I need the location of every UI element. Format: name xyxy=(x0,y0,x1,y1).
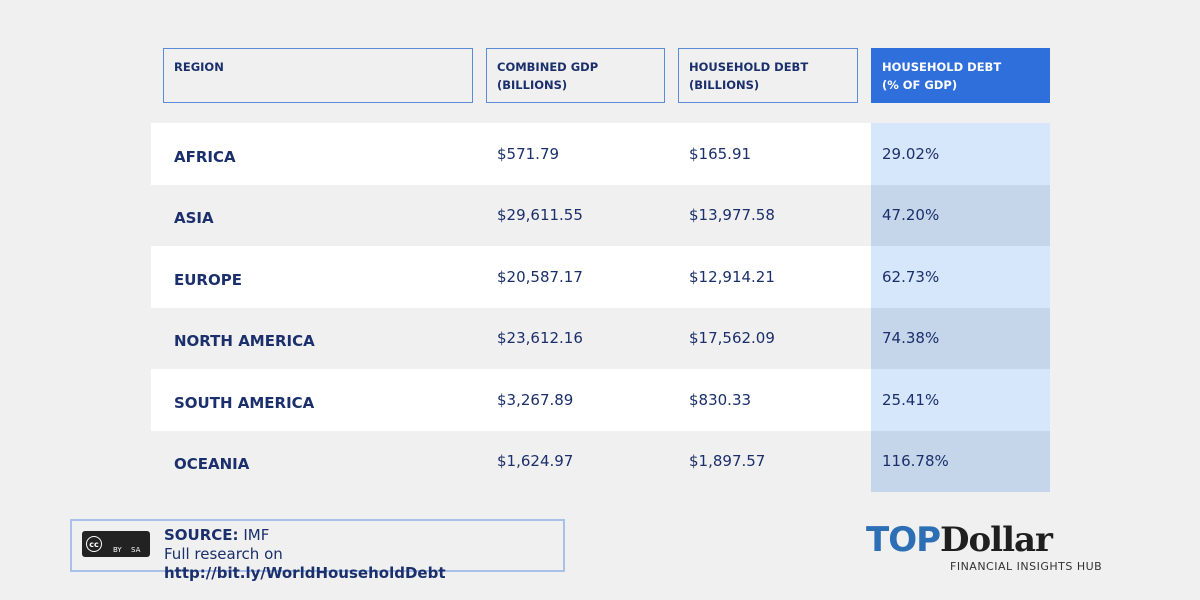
highlight-cell xyxy=(871,123,1050,185)
value: 116.78% xyxy=(882,452,949,471)
region: NORTH AMERICA xyxy=(174,332,315,351)
header-cell: COMBINED GDP (BILLIONS) xyxy=(486,48,665,103)
value: $29,611.55 xyxy=(497,206,583,225)
highlight-cell xyxy=(871,246,1050,308)
cc-icon: cc xyxy=(86,536,102,552)
value: $23,612.16 xyxy=(497,329,583,348)
region: EUROPE xyxy=(174,270,242,289)
value: $571.79 xyxy=(497,144,560,163)
cc-by: BY xyxy=(113,546,122,554)
region: SOUTH AMERICA xyxy=(174,393,315,412)
highlight-cell xyxy=(871,184,1050,246)
value: 74.38% xyxy=(882,329,940,348)
region: ASIA xyxy=(174,209,214,228)
table-row: SOUTH AMERICA $3,267.89 $830.33 25.41% xyxy=(151,369,1050,431)
table-row: ASIA $29,611.55 $13,977.58 47.20% xyxy=(151,184,1050,246)
value: $165.91 xyxy=(689,144,752,163)
value: $3,267.89 xyxy=(497,390,574,409)
source: IMF xyxy=(243,526,270,544)
header-cell: HOUSEHOLD DEBT (% OF GDP) xyxy=(871,48,1050,103)
header-line: (BILLIONS) xyxy=(497,78,568,92)
cc-sa: SA xyxy=(131,546,141,554)
header-line: COMBINED GDP xyxy=(497,60,599,74)
header-line: (BILLIONS) xyxy=(689,78,760,92)
header-line: HOUSEHOLD DEBT xyxy=(882,60,1002,74)
value: $12,914.21 xyxy=(689,267,775,286)
research-link[interactable]: http://bit.ly/WorldHouseholdDebt xyxy=(164,564,446,582)
value: 25.41% xyxy=(882,390,940,409)
value: $20,587.17 xyxy=(497,267,583,286)
value: 62.73% xyxy=(882,267,940,286)
footer-text: SOURCE: IMF Full research on http://bit.… xyxy=(164,526,563,583)
region: OCEANIA xyxy=(174,455,250,474)
highlight-cell xyxy=(871,430,1050,492)
logo: TOPDollar FINANCIAL INSIGHTS HUB xyxy=(866,520,1102,573)
value: $1,897.57 xyxy=(689,452,766,471)
region: AFRICA xyxy=(174,147,236,166)
table-row: NORTH AMERICA $23,612.16 $17,562.09 74.38% xyxy=(151,307,1050,369)
header-cell: HOUSEHOLD DEBT (BILLIONS) xyxy=(678,48,858,103)
value: $830.33 xyxy=(689,390,752,409)
highlight-cell xyxy=(871,307,1050,369)
header-line: HOUSEHOLD DEBT xyxy=(689,60,809,74)
value: $17,562.09 xyxy=(689,329,775,348)
value: $13,977.58 xyxy=(689,206,775,225)
cc-badge: cc BY SA xyxy=(82,531,150,557)
logo-tagline: FINANCIAL INSIGHTS HUB xyxy=(950,560,1103,573)
research-label: Full research on xyxy=(164,545,283,563)
highlight-cell xyxy=(871,369,1050,431)
header-line: REGION xyxy=(174,60,224,74)
footer: cc BY SA SOURCE: IMF Full research on ht… xyxy=(70,519,565,582)
value: 47.20% xyxy=(882,206,940,225)
table-row: EUROPE $20,587.17 $12,914.21 62.73% xyxy=(151,246,1050,308)
logo-top: TOP xyxy=(866,520,941,560)
table-row: OCEANIA $1,624.97 $1,897.57 116.78% xyxy=(151,430,1050,492)
logo-dollar: Dollar xyxy=(940,520,1053,560)
source-label: SOURCE: xyxy=(164,526,239,544)
header-cell: REGION xyxy=(163,48,473,103)
table-row: AFRICA $571.79 $165.91 29.02% xyxy=(151,123,1050,185)
header-line: (% OF GDP) xyxy=(882,78,958,92)
value: 29.02% xyxy=(882,144,940,163)
value: $1,624.97 xyxy=(497,452,574,471)
